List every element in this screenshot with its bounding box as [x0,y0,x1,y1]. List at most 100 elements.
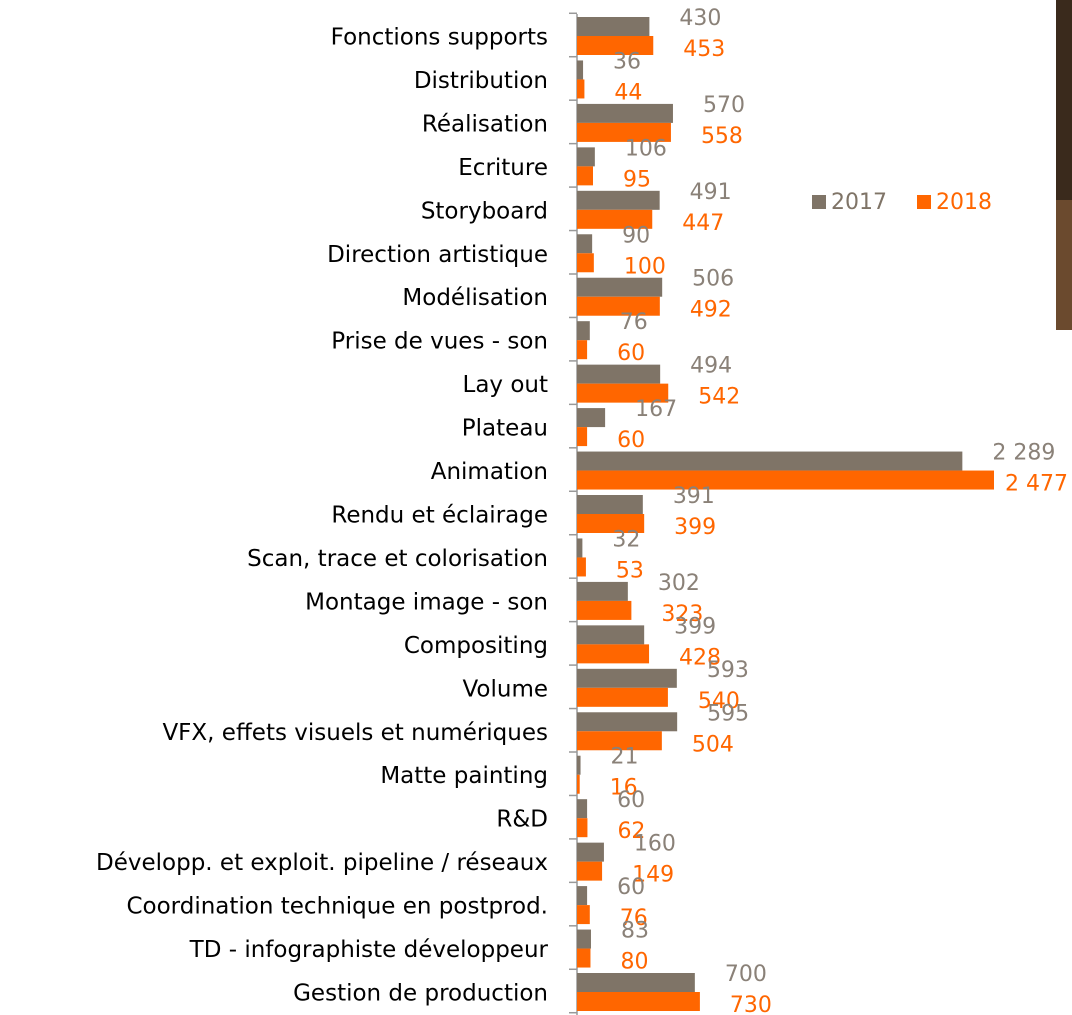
category-label: Montage image - son [305,589,548,615]
bar [577,277,663,297]
value-label: 90 [622,223,650,248]
bar [577,470,994,490]
value-label: 570 [703,93,745,118]
bar [577,992,700,1011]
category-label: Coordination technique en postprod. [126,894,548,920]
bar [577,321,590,341]
category-label: Storyboard [421,198,548,224]
bar [577,408,606,428]
category-label: Modélisation [402,285,548,311]
bar [577,538,583,558]
value-label: 21 [611,745,639,770]
legend-swatch [812,195,826,209]
bar [577,60,584,80]
bar [577,600,632,620]
value-label: 100 [624,254,666,279]
bar [577,340,588,360]
value-label: 44 [614,80,642,105]
value-label: 60 [617,875,645,900]
value-label: 76 [620,310,648,335]
bar [577,364,661,384]
category-label: Scan, trace et colorisation [247,546,548,572]
bar [577,731,662,751]
category-label: R&D [496,807,548,833]
bar [577,514,645,533]
value-label: 60 [617,428,645,453]
value-label: 80 [620,950,648,975]
bar [577,644,650,664]
bar [577,668,677,688]
value-label: 391 [673,484,715,509]
category-label: Matte painting [380,763,548,789]
value-label: 504 [692,732,734,757]
bar [577,799,588,819]
value-label: 160 [634,832,676,857]
cropped-photo-shade [1056,0,1072,200]
bar [577,122,671,142]
value-label: 60 [617,341,645,366]
value-label: 36 [613,49,641,74]
category-label: Gestion de production [293,981,548,1007]
value-label: 494 [690,354,732,379]
value-label: 730 [730,993,772,1015]
bar [577,451,963,471]
category-label: Fonctions supports [331,25,548,51]
category-label: Prise de vues - son [331,329,548,355]
bar [577,103,673,123]
bar [577,234,593,254]
value-label: 558 [701,124,743,149]
bar [577,842,604,862]
value-label: 428 [679,645,721,670]
value-label: 302 [658,571,700,596]
value-label: 453 [683,37,725,62]
bar [577,427,588,447]
category-label: Animation [431,459,548,485]
category-label: Compositing [404,633,548,659]
value-label: 60 [617,788,645,813]
bar [577,495,643,514]
value-label: 540 [698,689,740,714]
value-label: 492 [690,298,732,323]
bar [577,166,593,186]
value-label: 593 [707,658,749,683]
value-label: 62 [617,819,645,844]
legend-label: 2017 [831,190,887,215]
value-label: 53 [616,558,644,583]
bar [577,625,645,645]
legend-swatch [917,195,931,209]
value-label: 399 [674,614,716,639]
value-label: 542 [698,385,740,410]
category-label: Ecriture [458,155,548,181]
bar [577,36,654,55]
value-label: 491 [690,180,732,205]
bar [577,209,653,229]
value-label: 95 [623,167,651,192]
category-label: Direction artistique [327,242,548,268]
bar [577,17,650,36]
category-label: Lay out [463,372,549,398]
bar [577,905,590,925]
category-label: Développ. et exploit. pipeline / réseaux [96,850,548,876]
category-label: Réalisation [422,111,548,137]
bar [577,581,628,601]
bar [577,687,668,707]
value-label: 76 [620,906,648,931]
bar [577,253,594,273]
value-label: 2 477 [1005,472,1068,497]
category-label: Plateau [462,416,548,442]
category-label: TD - infographiste développeur [189,937,549,963]
bar [577,755,581,775]
category-label: Rendu et éclairage [331,503,548,529]
category-label: VFX, effets visuels et numériques [162,720,548,746]
value-label: 399 [674,515,716,540]
value-label: 149 [632,863,674,888]
value-label: 83 [621,919,649,944]
bar [577,929,591,949]
value-label: 700 [725,962,767,987]
bar [577,557,586,577]
bar [577,712,678,732]
category-label: Volume [462,676,548,702]
bar [577,886,588,906]
bar [577,79,585,99]
